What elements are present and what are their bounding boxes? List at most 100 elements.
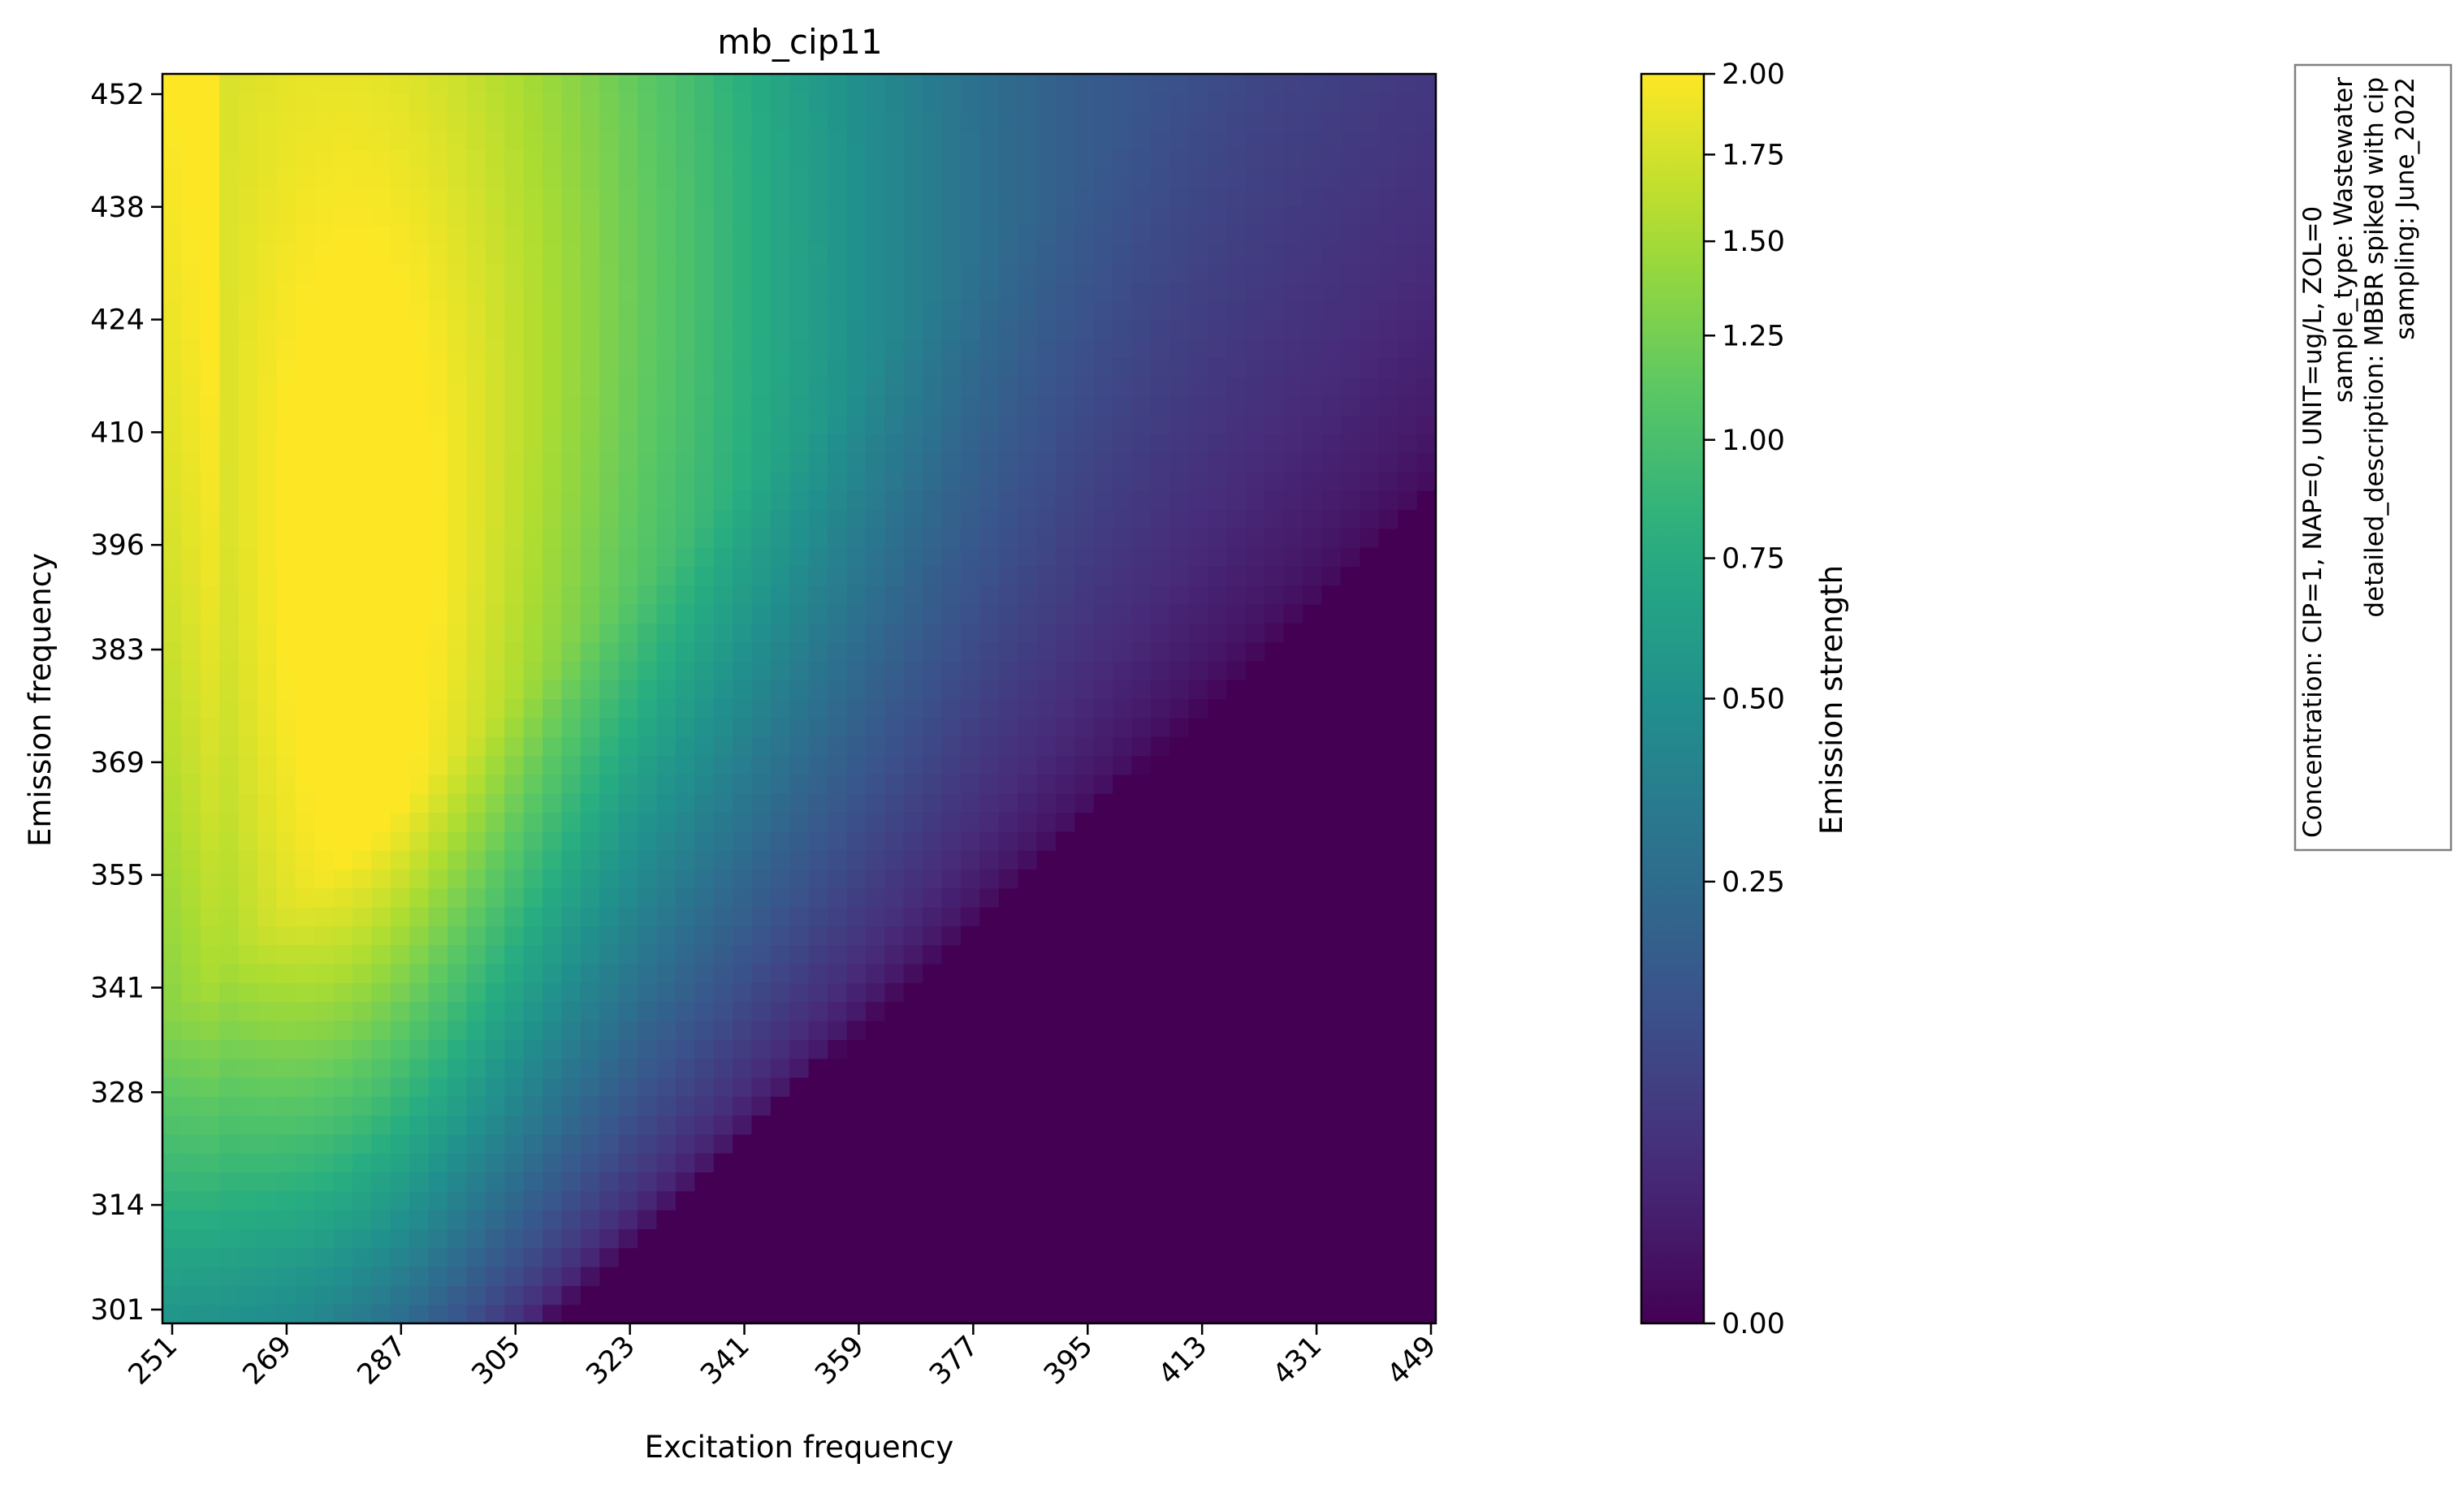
- heatmap-cell: [1226, 774, 1247, 794]
- heatmap-cell: [789, 1020, 810, 1040]
- heatmap-cell: [713, 1304, 733, 1324]
- heatmap-cell: [1360, 1096, 1380, 1116]
- heatmap-cell: [504, 926, 525, 946]
- heatmap-cell: [1340, 225, 1360, 245]
- heatmap-cell: [200, 339, 220, 359]
- heatmap-cell: [1169, 339, 1190, 359]
- heatmap-cell: [314, 377, 335, 397]
- heatmap-cell: [1208, 1096, 1228, 1116]
- heatmap-cell: [219, 887, 240, 908]
- heatmap-cell: [447, 414, 468, 434]
- heatmap-cell: [1169, 377, 1190, 397]
- heatmap-cell: [1245, 1077, 1265, 1097]
- heatmap-cell: [561, 471, 581, 491]
- heatmap-cell: [656, 1304, 677, 1324]
- colorbar-ticks: 0.000.250.500.751.001.251.501.752.00: [1704, 58, 1785, 1340]
- heatmap-cell: [828, 1267, 848, 1286]
- heatmap-cell: [314, 1247, 335, 1267]
- heatmap-cell: [846, 1210, 867, 1230]
- heatmap-cell: [390, 963, 410, 983]
- heatmap-cell: [1303, 1077, 1323, 1097]
- heatmap-cell: [808, 1172, 828, 1192]
- heatmap-cell: [276, 831, 296, 851]
- heatmap-cell: [1018, 1190, 1038, 1211]
- heatmap-cell: [618, 149, 638, 170]
- heatmap-cell: [1264, 1267, 1285, 1286]
- heatmap-cell: [1321, 187, 1342, 207]
- heatmap-cell: [523, 300, 543, 321]
- heatmap-cell: [523, 168, 543, 188]
- heatmap-cell: [656, 641, 677, 662]
- heatmap-cell: [314, 1115, 335, 1135]
- heatmap-cell: [979, 1058, 1000, 1078]
- heatmap-cell: [1226, 1058, 1247, 1078]
- heatmap-cell: [618, 1304, 638, 1324]
- heatmap-cell: [1378, 585, 1398, 605]
- heatmap-cell: [923, 1133, 943, 1154]
- heatmap-cell: [295, 1285, 315, 1306]
- heatmap-cell: [257, 471, 278, 491]
- heatmap-cell: [865, 1001, 885, 1021]
- heatmap-cell: [295, 717, 315, 737]
- heatmap-cell: [1131, 1210, 1152, 1230]
- heatmap-cell: [903, 471, 923, 491]
- heatmap-cell: [960, 263, 980, 283]
- heatmap-cell: [1169, 1096, 1190, 1116]
- heatmap-cell: [808, 982, 828, 1003]
- heatmap-cell: [523, 1304, 543, 1324]
- heatmap-cell: [561, 1153, 581, 1173]
- heatmap-cell: [1360, 831, 1380, 851]
- heatmap-cell: [314, 1285, 335, 1306]
- heatmap-cell: [543, 1172, 563, 1192]
- heatmap-cell: [656, 111, 677, 132]
- heatmap-cell: [466, 660, 486, 680]
- heatmap-cell: [333, 585, 353, 605]
- heatmap-cell: [638, 774, 658, 794]
- heatmap-cell: [1188, 357, 1208, 378]
- heatmap-cell: [638, 149, 658, 170]
- heatmap-cell: [733, 1077, 753, 1097]
- heatmap-cell: [656, 471, 677, 491]
- heatmap-cell: [1321, 774, 1342, 794]
- heatmap-cell: [599, 774, 620, 794]
- heatmap-cell: [390, 225, 410, 245]
- heatmap-cell: [523, 377, 543, 397]
- heatmap-cell: [409, 1133, 430, 1154]
- heatmap-cell: [675, 869, 695, 889]
- heatmap-cell: [770, 263, 790, 283]
- heatmap-cell: [580, 206, 600, 227]
- heatmap-cell: [846, 774, 867, 794]
- heatmap-cell: [561, 755, 581, 775]
- heatmap-cell: [941, 1020, 962, 1040]
- heatmap-cell: [219, 660, 240, 680]
- heatmap-cell: [504, 1077, 525, 1097]
- heatmap-cell: [656, 887, 677, 908]
- heatmap-cell: [580, 944, 600, 965]
- heatmap-cell: [599, 926, 620, 946]
- heatmap-cell: [1321, 225, 1342, 245]
- heatmap-cell: [846, 168, 867, 188]
- heatmap-cell: [409, 623, 430, 643]
- heatmap-cell: [789, 907, 810, 926]
- heatmap-cell: [1036, 566, 1057, 586]
- heatmap-cell: [485, 907, 505, 926]
- heatmap-cell: [960, 1058, 980, 1078]
- heatmap-cell: [485, 149, 505, 170]
- heatmap-cell: [865, 1267, 885, 1286]
- heatmap-cell: [523, 1020, 543, 1040]
- heatmap-cell: [923, 944, 943, 965]
- heatmap-cell: [504, 1058, 525, 1078]
- colorbar-tick-label: 0.75: [1722, 543, 1785, 576]
- heatmap-cell: [447, 982, 468, 1003]
- heatmap-cell: [238, 1228, 258, 1249]
- heatmap-cell: [1074, 680, 1095, 700]
- heatmap-cell: [276, 944, 296, 965]
- heatmap-cell: [1208, 130, 1228, 150]
- heatmap-cell: [1398, 736, 1418, 757]
- heatmap-cell: [447, 793, 468, 814]
- heatmap-cell: [903, 831, 923, 851]
- heatmap-cell: [314, 1133, 335, 1154]
- heatmap-cell: [1055, 1001, 1075, 1021]
- heatmap-cell: [770, 1096, 790, 1116]
- heatmap-cell: [751, 1304, 772, 1324]
